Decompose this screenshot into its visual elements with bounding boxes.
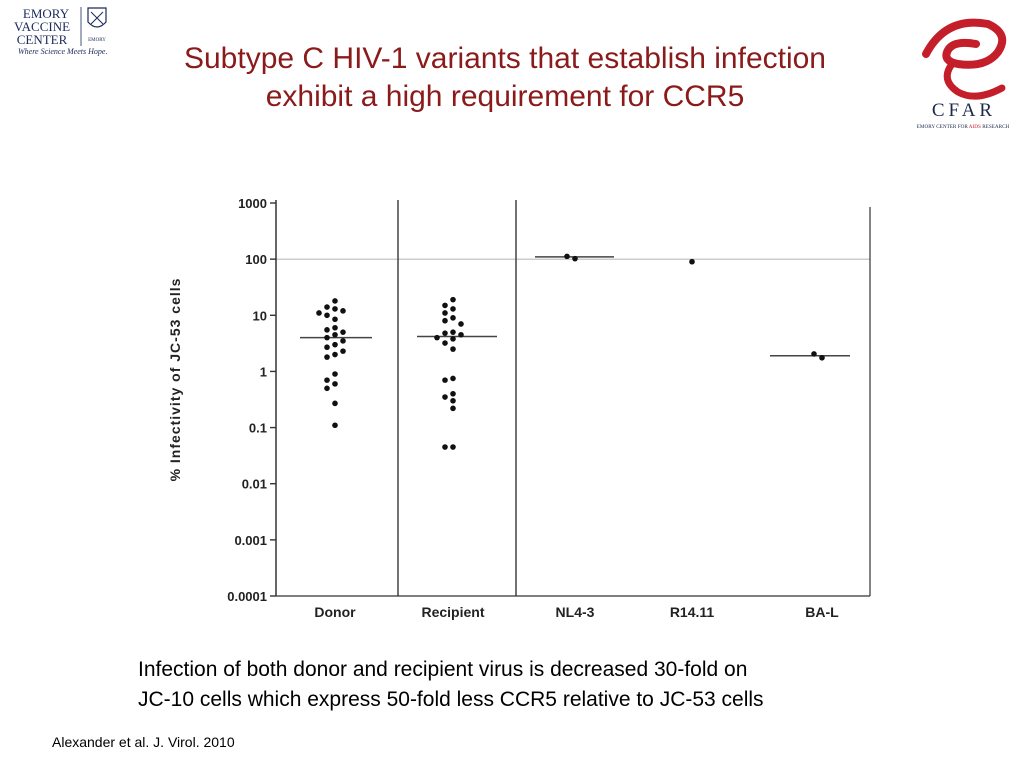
data-point: [572, 255, 578, 262]
data-point: [442, 340, 448, 346]
data-point: [442, 444, 448, 450]
data-point: [450, 397, 456, 404]
y-tick-label: 0.1: [249, 421, 267, 436]
caption-line1: Infection of both donor and recipient vi…: [138, 658, 748, 681]
data-point: [332, 298, 338, 304]
cfar-logo: CFAR EMORY CENTER FOR AIDS RESEARCH: [917, 18, 1010, 130]
data-point: [450, 390, 456, 397]
slide-caption: Infection of both donor and recipient vi…: [138, 655, 938, 715]
crossed-torches-icon: [90, 11, 104, 25]
data-point: [458, 331, 464, 338]
emory-logo-tagline: Where Science Meets Hope.: [18, 47, 107, 56]
cfar-swoosh-tail-icon: [943, 60, 1006, 100]
data-point: [340, 308, 346, 314]
data-point: [324, 354, 330, 360]
category-labels: Donor Recipient NL4-3 R14.11 BA-L: [314, 604, 839, 620]
data-point: [340, 348, 346, 354]
median-lines: [300, 256, 850, 357]
emory-logo-line3: CENTER: [17, 32, 68, 47]
data-point: [316, 310, 322, 316]
y-axis-title: % Infectivity of JC-53 cells: [167, 278, 183, 482]
data-point: [442, 330, 448, 336]
data-point: [450, 336, 456, 342]
data-point: [564, 253, 570, 260]
y-axis-ticks: 1000 100 10 1 0.1 0.01 0.001 0.0001: [227, 196, 276, 604]
data-point: [450, 296, 456, 303]
category-label: Donor: [314, 604, 356, 620]
cfar-logo-subtitle-pre: EMORY CENTER FOR: [917, 124, 969, 130]
y-tick-label: 0.0001: [227, 589, 267, 604]
data-point: [332, 371, 338, 377]
data-point: [442, 377, 448, 383]
emory-logo-line2: VACCINE: [14, 19, 70, 34]
data-point: [324, 327, 330, 333]
data-point: [324, 312, 330, 319]
cfar-swoosh-icon: [922, 18, 1007, 69]
data-point: [332, 351, 338, 358]
category-label: NL4-3: [556, 604, 595, 620]
data-point: [332, 306, 338, 312]
data-points: [316, 253, 825, 450]
data-point: [450, 346, 456, 352]
citation: Alexander et al. J. Virol. 2010: [52, 734, 235, 750]
y-tick-label: 0.01: [242, 477, 267, 492]
emory-vaccine-center-logo: EMORY VACCINE CENTER EMORY Where Science…: [14, 6, 107, 56]
data-point: [332, 422, 338, 429]
data-point: [332, 400, 338, 407]
data-point: [332, 324, 338, 331]
emory-logo-line1: EMORY: [23, 6, 70, 21]
data-point: [450, 306, 456, 312]
data-point: [442, 317, 448, 324]
y-tick-label: 0.001: [234, 533, 267, 548]
y-tick-label: 1000: [238, 196, 267, 211]
data-point: [324, 334, 330, 341]
category-label: BA-L: [805, 604, 839, 620]
data-point: [450, 315, 456, 321]
data-point: [332, 381, 338, 387]
y-tick-label: 1: [260, 364, 267, 379]
data-point: [332, 316, 338, 323]
category-label: Recipient: [421, 604, 484, 620]
data-point: [324, 344, 330, 351]
data-point: [689, 258, 695, 265]
data-point: [442, 394, 448, 400]
data-point: [324, 385, 330, 392]
emory-logo-badge: EMORY: [88, 38, 106, 43]
shield-icon: [87, 7, 107, 28]
cfar-logo-subtitle: EMORY CENTER FOR AIDS RESEARCH: [917, 124, 1010, 130]
category-label: R14.11: [670, 604, 715, 620]
data-point: [450, 375, 456, 382]
cfar-logo-letters: CFAR: [932, 100, 996, 121]
data-point: [442, 302, 448, 309]
data-point: [450, 329, 456, 335]
data-point: [324, 377, 330, 383]
y-tick-label: 100: [245, 252, 267, 267]
data-point: [458, 321, 464, 327]
data-point: [340, 329, 346, 335]
data-point: [442, 310, 448, 316]
category-dividers: [397, 200, 871, 596]
slide-title-line2: exhibit a high requirement for CCR5: [265, 80, 745, 113]
caption-line2: JC-10 cells which express 50-fold less C…: [138, 688, 764, 711]
data-point: [819, 354, 825, 361]
data-point: [450, 405, 456, 412]
cfar-logo-subtitle-post: RESEARCH: [981, 124, 1010, 130]
cfar-logo-subtitle-aids: AIDS: [969, 124, 981, 130]
y-axis-title-group: % Infectivity of JC-53 cells: [167, 278, 183, 482]
y-tick-label: 10: [253, 308, 267, 323]
data-point: [324, 304, 330, 310]
data-point: [434, 334, 440, 341]
data-point: [340, 338, 346, 344]
data-point: [332, 331, 338, 338]
data-point: [811, 351, 817, 357]
data-point: [332, 341, 338, 348]
infectivity-scatter-chart: % Infectivity of JC-53 cells 10001001010…: [167, 196, 871, 620]
slide-title-line1: Subtype C HIV-1 variants that establish …: [183, 42, 826, 75]
slide-title: Subtype C HIV-1 variants that establish …: [110, 40, 900, 116]
data-point: [450, 444, 456, 450]
